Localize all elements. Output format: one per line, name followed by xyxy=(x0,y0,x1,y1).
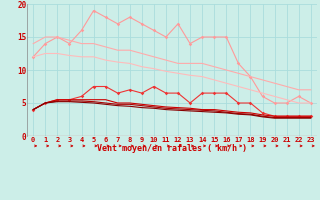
X-axis label: Vent moyen/en rafales ( km/h ): Vent moyen/en rafales ( km/h ) xyxy=(97,144,247,153)
